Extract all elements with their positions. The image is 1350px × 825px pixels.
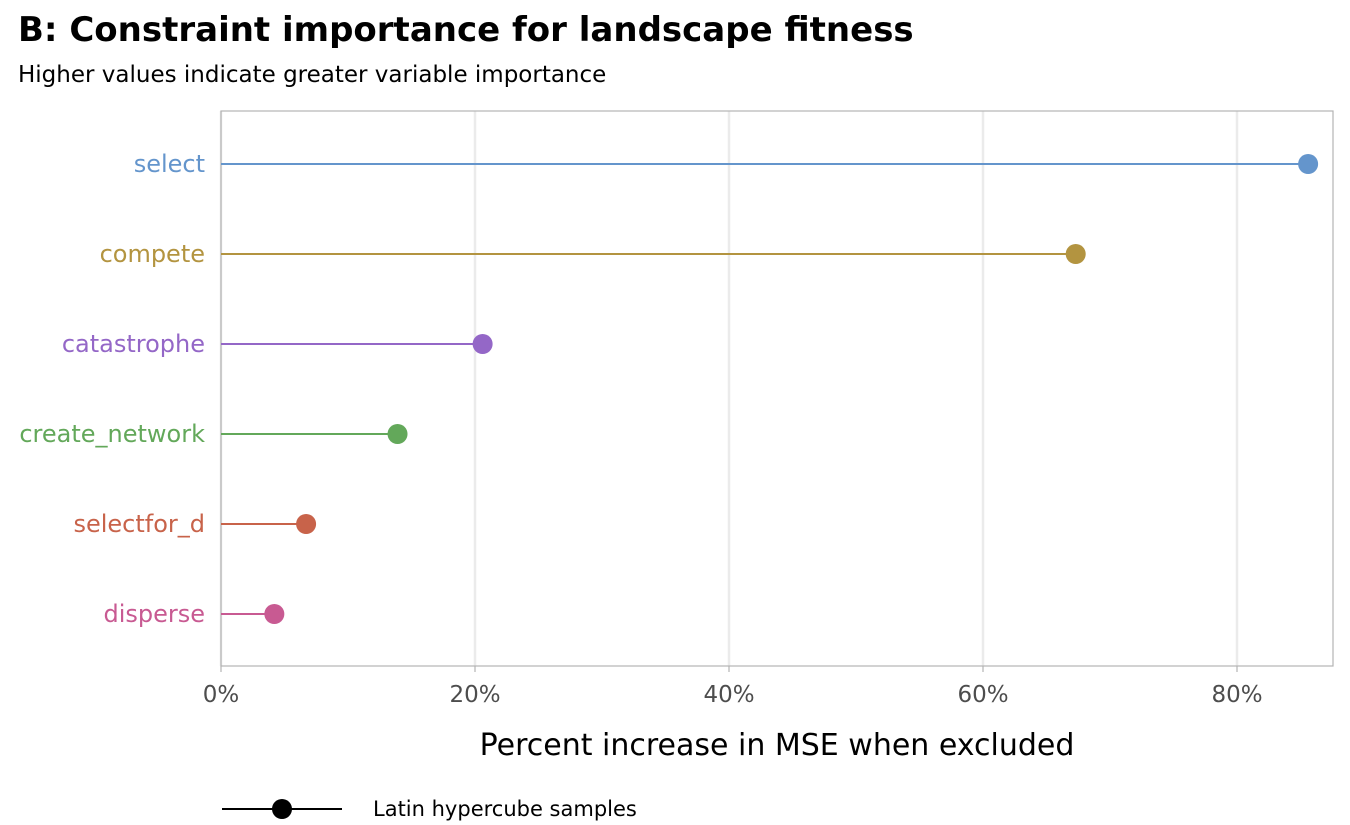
data-marks <box>221 154 1319 624</box>
y-axis-categories: select compete catastrophe create_networkse… <box>19 150 205 628</box>
y-category-label: compete <box>100 240 205 268</box>
x-tick-label: 0% <box>203 682 240 708</box>
legend-label: Latin hypercube samples <box>373 797 637 821</box>
legend: Latin hypercube samples <box>222 797 637 821</box>
legend-point-key <box>272 799 292 819</box>
x-axis-ticks: 0% 20% 40% 60% 80% <box>203 666 1263 708</box>
y-category-label: disperse <box>103 600 205 628</box>
lollipop-point-catastrophe <box>472 334 493 354</box>
y-category-label: select <box>134 150 205 178</box>
grid-lines <box>219 111 1239 666</box>
lollipop-point-create_network <box>387 424 408 444</box>
x-tick-label: 20% <box>449 682 500 708</box>
y-category-label: catastrophe <box>62 330 205 358</box>
x-tick-label: 40% <box>703 682 754 708</box>
lollipop-point-selectfor_d <box>296 514 317 534</box>
plot-panel-border <box>220 110 1334 667</box>
lollipop-point-compete <box>1065 244 1086 264</box>
chart-subtitle: Higher values indicate greater variable … <box>18 62 607 88</box>
chart-title: B: Constraint importance for landscape f… <box>18 10 914 50</box>
lollipop-point-select <box>1298 154 1319 174</box>
y-category-label: create_network <box>19 420 205 448</box>
y-category-label: selectfor_d <box>73 510 205 538</box>
lollipop-point-disperse <box>264 604 285 624</box>
x-tick-label: 60% <box>957 682 1008 708</box>
x-axis-label: Percent increase in MSE when excluded <box>480 728 1075 763</box>
x-tick-label: 80% <box>1211 682 1262 708</box>
